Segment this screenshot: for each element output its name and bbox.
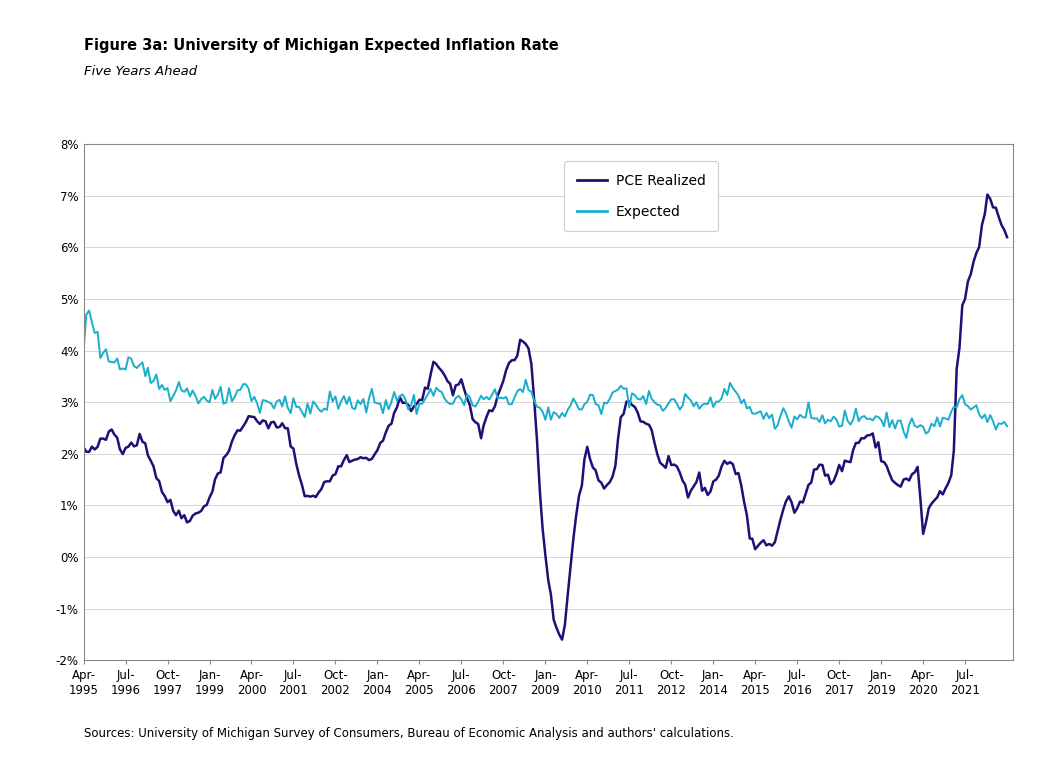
Text: Five Years Ahead: Five Years Ahead xyxy=(84,65,196,77)
Text: Sources: University of Michigan Survey of Consumers, Bureau of Economic Analysis: Sources: University of Michigan Survey o… xyxy=(84,727,733,740)
Legend: PCE Realized, Expected: PCE Realized, Expected xyxy=(564,162,718,231)
Line: Expected: Expected xyxy=(84,310,1007,438)
Line: PCE Realized: PCE Realized xyxy=(84,194,1007,640)
Text: Figure 3a: University of Michigan Expected Inflation Rate: Figure 3a: University of Michigan Expect… xyxy=(84,38,559,53)
